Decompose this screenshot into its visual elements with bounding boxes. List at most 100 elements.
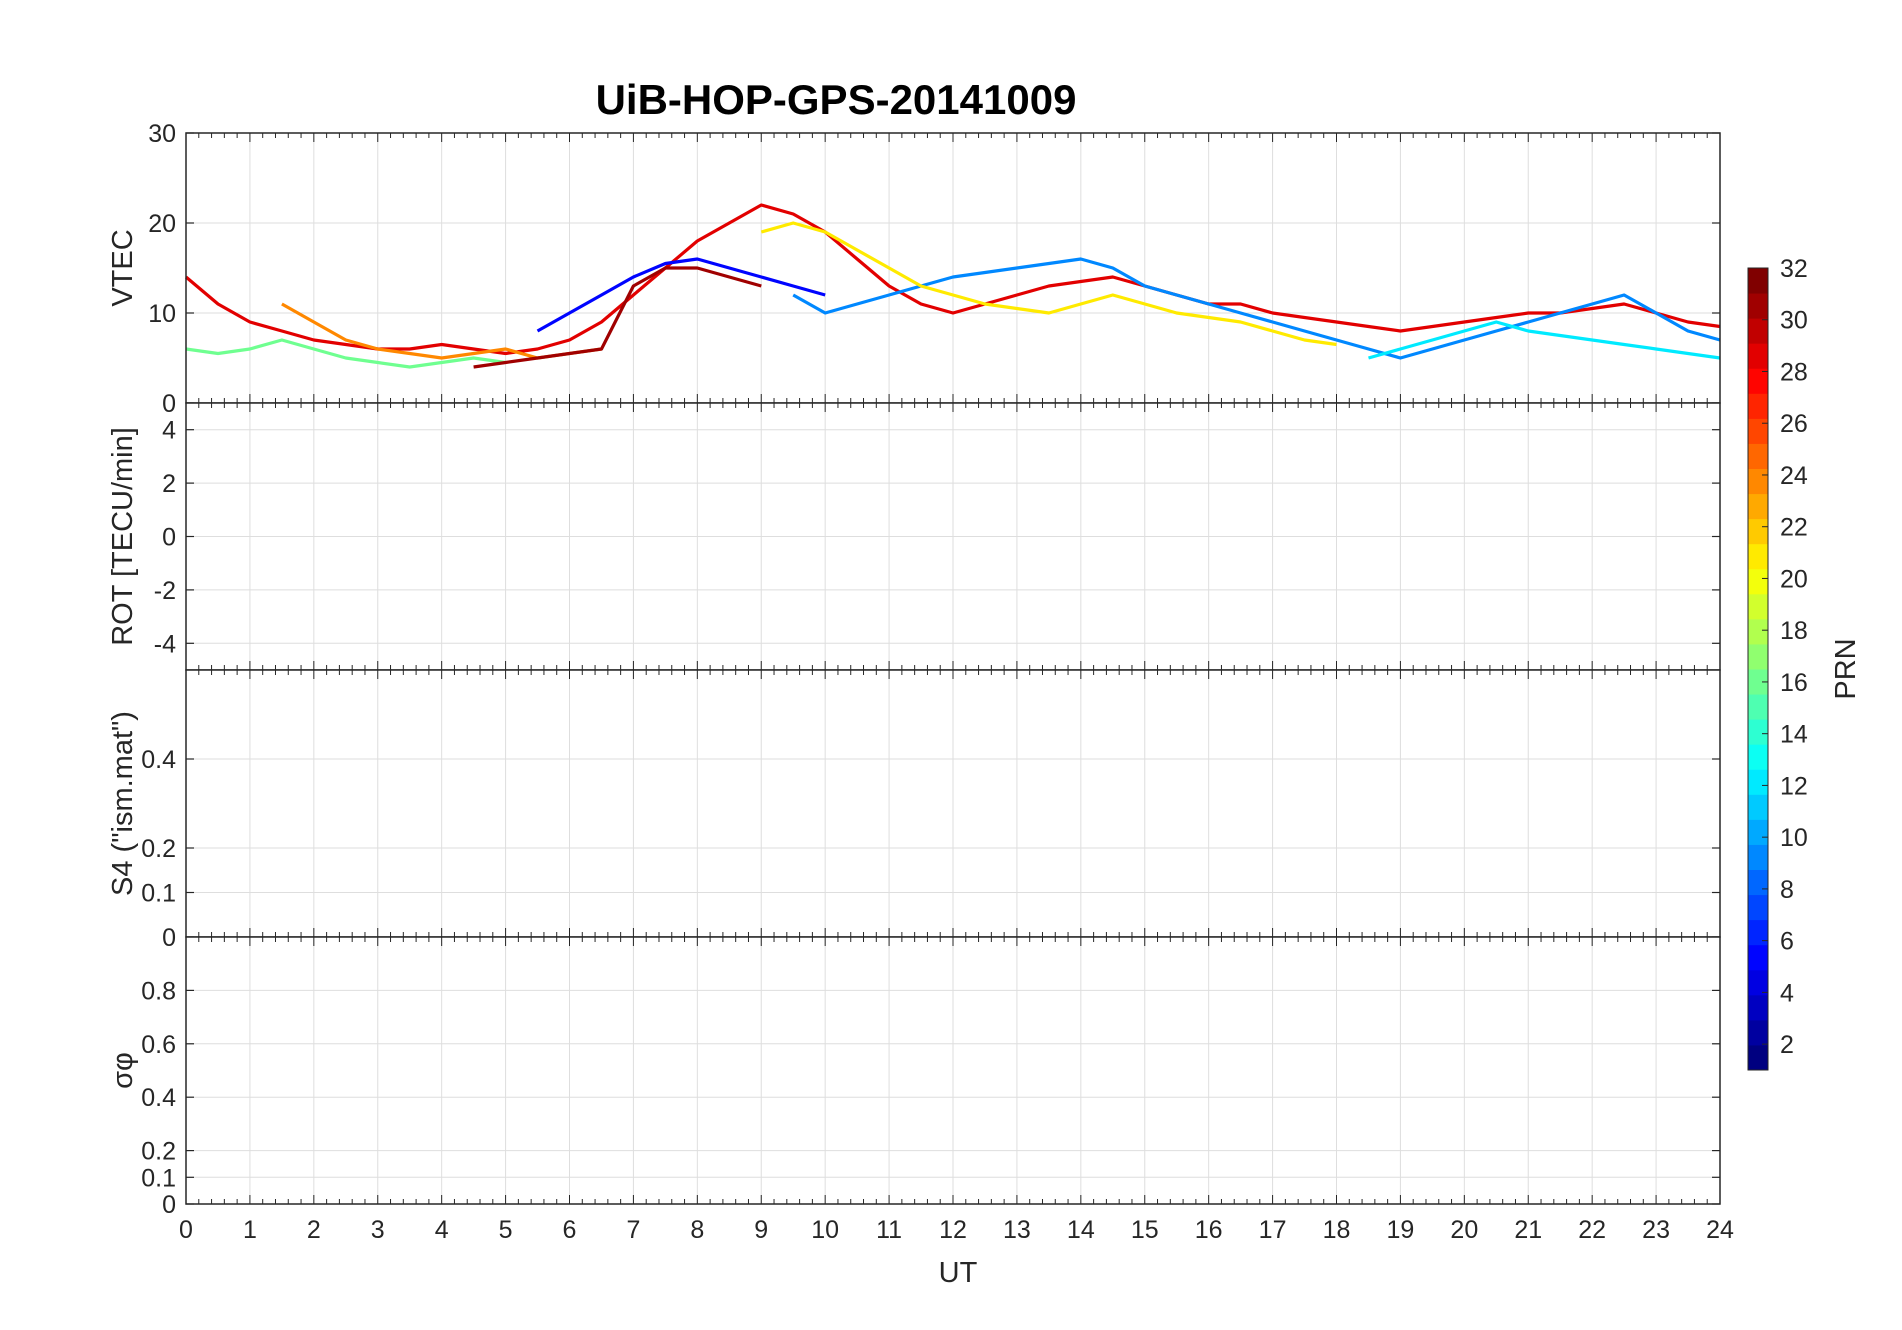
- x-tick-label: 14: [1067, 1216, 1095, 1244]
- x-tick-label: 22: [1578, 1216, 1606, 1244]
- colorbar-segment: [1748, 719, 1768, 745]
- colorbar-segment: [1748, 443, 1768, 469]
- colorbar-tick-label: 4: [1780, 979, 1794, 1007]
- colorbar-tick-label: 6: [1780, 928, 1794, 956]
- colorbar-segment: [1748, 869, 1768, 896]
- y-axis-label: σφ: [107, 1052, 139, 1089]
- colorbar-segment: [1748, 669, 1768, 695]
- series-line-prn-5: [536, 257, 826, 333]
- colorbar-segment: [1748, 293, 1768, 319]
- y-tick-label: 0.4: [141, 1084, 176, 1112]
- chart-title: UiB-HOP-GPS-20141009: [596, 76, 1077, 123]
- y-tick-label: 0.4: [141, 746, 176, 774]
- colorbar-segment: [1748, 944, 1768, 971]
- colorbar-tick-label: 28: [1780, 358, 1808, 386]
- panel-frame: [185, 936, 1721, 1205]
- y-tick-label: 0.6: [141, 1031, 176, 1059]
- colorbar-tick-label: 20: [1780, 565, 1808, 593]
- x-tick-label: 8: [690, 1216, 704, 1244]
- y-tick-label: 30: [148, 120, 176, 148]
- y-tick-label: 0: [162, 924, 176, 952]
- y-axis-label: S4 ("ism.mat"): [107, 711, 139, 896]
- y-tick-label: 0.1: [141, 1164, 176, 1192]
- x-tick-label: 16: [1195, 1216, 1223, 1244]
- colorbar-segment: [1748, 994, 1768, 1021]
- x-tick-label: 7: [626, 1216, 640, 1244]
- x-tick-label: 4: [435, 1216, 449, 1244]
- x-tick-label: 24: [1706, 1216, 1734, 1244]
- colorbar-segment: [1748, 593, 1768, 620]
- y-tick-label: 0: [162, 1191, 176, 1219]
- y-tick-label: 20: [148, 210, 176, 238]
- y-tick-label: 0.8: [141, 977, 176, 1005]
- y-tick-label: 0: [162, 524, 176, 552]
- series-line-prn-9: [792, 257, 1721, 360]
- colorbar-label: PRN: [1830, 638, 1862, 699]
- colorbar-segment: [1748, 543, 1768, 570]
- series-line-prn-16: [185, 338, 506, 369]
- colorbar-tick-label: 26: [1780, 410, 1808, 438]
- x-tick-label: 11: [876, 1216, 902, 1244]
- y-tick-label: 10: [148, 300, 176, 328]
- colorbar-segment: [1748, 919, 1768, 946]
- series-line-prn-21: [760, 221, 1337, 347]
- x-tick-label: 21: [1514, 1216, 1542, 1244]
- x-tick-labels: 0 1 2 3 4 5 6 7 8 9 10 11 12 13 14 15 16 17 18 19 20 21 22 23 24: [179, 1216, 1734, 1244]
- colorbar-segment: [1748, 618, 1768, 645]
- colorbar-tick-label: 22: [1780, 514, 1808, 542]
- y-tick-label: 0.1: [141, 880, 176, 908]
- x-tick-label: 5: [499, 1216, 513, 1244]
- colorbar-segment: [1748, 268, 1768, 294]
- x-tick-label: 10: [811, 1216, 839, 1244]
- x-tick-label: 20: [1450, 1216, 1478, 1244]
- x-tick-label: 19: [1387, 1216, 1415, 1244]
- x-tick-label: 15: [1131, 1216, 1159, 1244]
- y-tick-label: 2: [162, 470, 176, 498]
- colorbar-segment: [1748, 493, 1768, 520]
- x-tick-label: 0: [179, 1216, 193, 1244]
- colorbar-tick-label: 18: [1780, 617, 1808, 645]
- colorbar-segment: [1748, 393, 1768, 419]
- y-tick-label: 0: [162, 390, 176, 418]
- colorbar-tick-label: 10: [1780, 824, 1808, 852]
- x-tick-label: 6: [563, 1216, 577, 1244]
- x-tick-label: 18: [1323, 1216, 1351, 1244]
- colorbar-tick-label: 8: [1780, 876, 1794, 904]
- colorbar-segment: [1748, 418, 1768, 444]
- y-axis-label: VTEC: [107, 229, 139, 306]
- colorbar-segment: [1748, 343, 1768, 369]
- colorbar-segment: [1748, 769, 1768, 795]
- x-tick-label: 23: [1642, 1216, 1670, 1244]
- x-tick-label: 9: [754, 1216, 768, 1244]
- colorbar-segment: [1748, 969, 1768, 996]
- panel-4: 00.10.2 0.4 0.6 0.8 σφ: [107, 936, 1721, 1219]
- colorbar-segment: [1748, 794, 1768, 820]
- colorbar-tick-label: 14: [1780, 721, 1808, 749]
- panel-1: 0 10 20 30 VTEC: [107, 120, 1721, 418]
- x-tick-label: 12: [939, 1216, 967, 1244]
- series-line-prn-31: [473, 266, 762, 369]
- x-tick-label: 1: [243, 1216, 257, 1244]
- colorbar-tick-label: 16: [1780, 669, 1808, 697]
- x-tick-label: 13: [1003, 1216, 1031, 1244]
- colorbar-segment: [1748, 1019, 1768, 1046]
- panel-2: -4 -2 0 2 4 ROT [TECU/min]: [107, 402, 1721, 671]
- y-tick-label: 0.2: [141, 1138, 176, 1166]
- x-axis-label: UT: [939, 1257, 978, 1289]
- y-tick-label: -4: [154, 630, 176, 658]
- x-tick-label: 2: [307, 1216, 321, 1244]
- y-tick-label: -2: [154, 577, 176, 605]
- x-tick-label: 3: [371, 1216, 385, 1244]
- colorbar-tick-label: 12: [1780, 772, 1808, 800]
- colorbar-segment: [1748, 744, 1768, 770]
- colorbar-segment: [1748, 368, 1768, 394]
- series-line-prn-12: [1368, 320, 1721, 360]
- colorbar-segment: [1748, 518, 1768, 545]
- y-axis-label: ROT [TECU/min]: [107, 427, 139, 646]
- colorbar-segment: [1748, 694, 1768, 720]
- colorbar-segment: [1748, 318, 1768, 344]
- series-line-prn-29: [184, 203, 1721, 356]
